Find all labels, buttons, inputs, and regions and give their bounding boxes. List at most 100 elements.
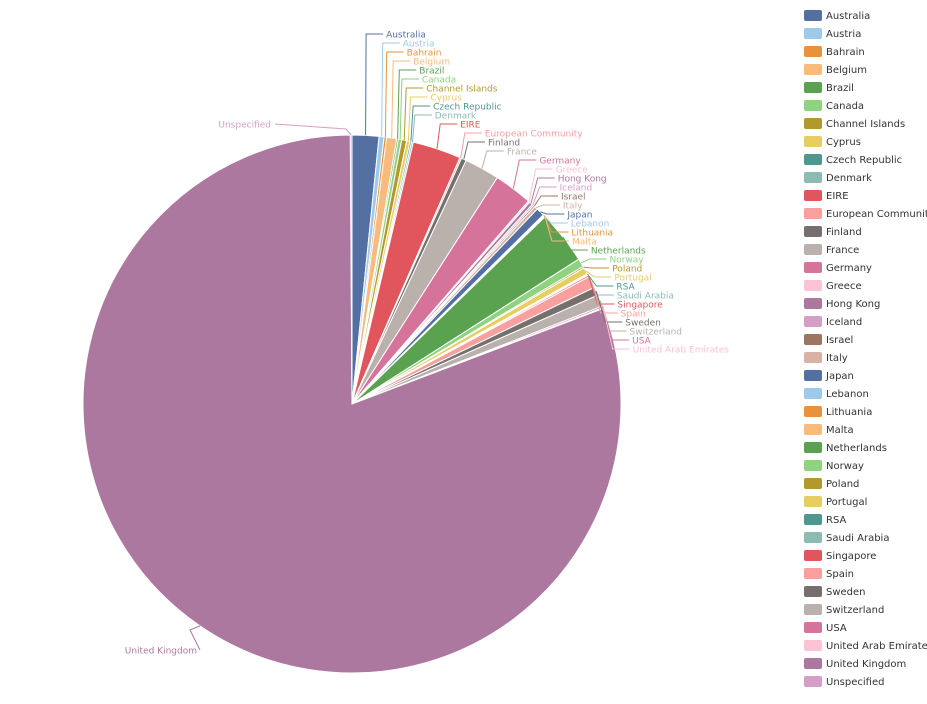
legend-item-norway[interactable]: Norway [804,460,864,472]
legend-item-austria[interactable]: Austria [804,28,861,40]
leader-line [391,60,411,138]
legend-swatch [804,514,822,525]
legend-item-usa[interactable]: USA [804,622,847,634]
legend-item-france[interactable]: France [804,244,859,256]
slice-label-czech-republic: Czech Republic [433,103,502,113]
legend-item-australia[interactable]: Australia [804,10,870,22]
leader-line [540,211,565,215]
legend-item-eire[interactable]: EIRE [804,190,849,202]
legend-swatch [804,496,822,507]
legend-item-greece[interactable]: Greece [804,280,862,292]
legend-label: Malta [826,425,854,436]
legend-item-cyprus[interactable]: Cyprus [804,136,861,148]
slice-label-israel: Israel [561,193,586,203]
leader-line [397,69,417,139]
legend-item-canada[interactable]: Canada [804,100,864,112]
legend-label: Netherlands [826,443,887,454]
legend-label: Bahrain [826,47,865,58]
legend-label: Lithuania [826,407,872,418]
legend-label: Hong Kong [826,299,880,310]
legend-item-spain[interactable]: Spain [804,568,854,580]
slice-label-unspecified: Unspecified [218,121,271,131]
leader-line [410,105,431,142]
leader-line [436,123,458,149]
legend-label: RSA [826,515,846,526]
legend-label: Japan [825,371,854,382]
legend-label: Austria [826,29,861,40]
leader-line [384,51,404,138]
legend-label: United Arab Emirates [826,641,927,652]
leader-line [512,159,537,189]
legend-item-rsa[interactable]: RSA [804,514,846,526]
leader-line [595,291,623,323]
leader-line [587,273,614,287]
legend-item-iceland[interactable]: Iceland [804,316,862,328]
legend-label: Cyprus [826,137,861,148]
slice-label-usa: USA [632,337,651,347]
slice-label-portugal: Portugal [614,274,651,284]
legend-item-malta[interactable]: Malta [804,424,854,436]
leader-line [588,275,615,305]
leader-line [532,186,557,206]
legend: Australia Austria Bahrain Belgium Brazil Cana… [804,10,927,688]
legend-item-poland[interactable]: Poland [804,478,859,490]
leader-line [412,114,432,142]
slice-label-belgium: Belgium [413,58,450,68]
leader-line [189,625,201,651]
legend-swatch [804,244,822,255]
legend-swatch [804,406,822,417]
legend-item-saudi-arabia[interactable]: Saudi Arabia [804,532,889,544]
legend-swatch [804,604,822,615]
legend-item-singapore[interactable]: Singapore [804,550,876,562]
legend-item-japan[interactable]: Japan [804,370,854,382]
leader-line [583,266,610,269]
legend-item-switzerland[interactable]: Switzerland [804,604,884,616]
legend-item-italy[interactable]: Italy [804,352,848,364]
legend-swatch [804,622,822,633]
legend-label: Czech Republic [826,155,902,166]
leader-line [460,132,482,159]
leader-line [580,258,607,264]
slice-label-iceland: Iceland [560,184,593,194]
slice-label-france: France [507,148,537,158]
legend-item-portugal[interactable]: Portugal [804,496,867,508]
legend-item-united-arab-emirates[interactable]: United Arab Emirates [804,640,927,652]
leader-line [381,42,400,137]
leader-line [399,78,419,140]
legend-item-bahrain[interactable]: Bahrain [804,46,865,58]
legend-item-denmark[interactable]: Denmark [804,172,872,184]
legend-item-hong-kong[interactable]: Hong Kong [804,298,880,310]
legend-label: Spain [826,569,854,580]
legend-swatch [804,298,822,309]
legend-label: Saudi Arabia [826,533,889,544]
legend-item-sweden[interactable]: Sweden [804,586,866,598]
legend-swatch [804,658,822,669]
legend-swatch [804,154,822,165]
legend-item-lebanon[interactable]: Lebanon [804,388,869,400]
legend-item-czech-republic[interactable]: Czech Republic [804,154,902,166]
legend-item-germany[interactable]: Germany [804,262,872,274]
leader-line [587,274,614,296]
leader-line [365,33,384,136]
slice-label-channel-islands: Channel Islands [426,85,498,95]
legend-item-channel-islands[interactable]: Channel Islands [804,118,905,130]
legend-item-netherlands[interactable]: Netherlands [804,442,887,454]
legend-item-brazil[interactable]: Brazil [804,82,854,94]
slice-label-lithuania: Lithuania [571,229,613,239]
legend-swatch [804,586,822,597]
leader-line [533,195,558,207]
slice-label-austria: Austria [403,40,435,50]
legend-label: Singapore [826,551,876,562]
legend-item-lithuania[interactable]: Lithuania [804,406,872,418]
legend-item-finland[interactable]: Finland [804,226,862,238]
slice-label-european-community: European Community [485,130,583,140]
legend-swatch [804,136,822,147]
legend-item-israel[interactable]: Israel [804,334,853,346]
legend-swatch [804,424,822,435]
legend-item-unspecified[interactable]: Unspecified [804,676,884,688]
slice-label-netherlands: Netherlands [591,247,646,257]
legend-swatch [804,460,822,471]
legend-item-european-community[interactable]: European Community [804,208,927,220]
legend-item-united-kingdom[interactable]: United Kingdom [804,658,906,670]
legend-item-belgium[interactable]: Belgium [804,64,867,76]
